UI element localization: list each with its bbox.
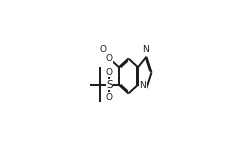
Text: N: N	[139, 81, 146, 90]
Text: O: O	[99, 45, 106, 54]
Text: O: O	[106, 54, 113, 63]
Text: S: S	[106, 80, 113, 90]
Text: O: O	[106, 93, 113, 102]
Text: O: O	[106, 68, 113, 77]
Text: N: N	[143, 45, 149, 54]
